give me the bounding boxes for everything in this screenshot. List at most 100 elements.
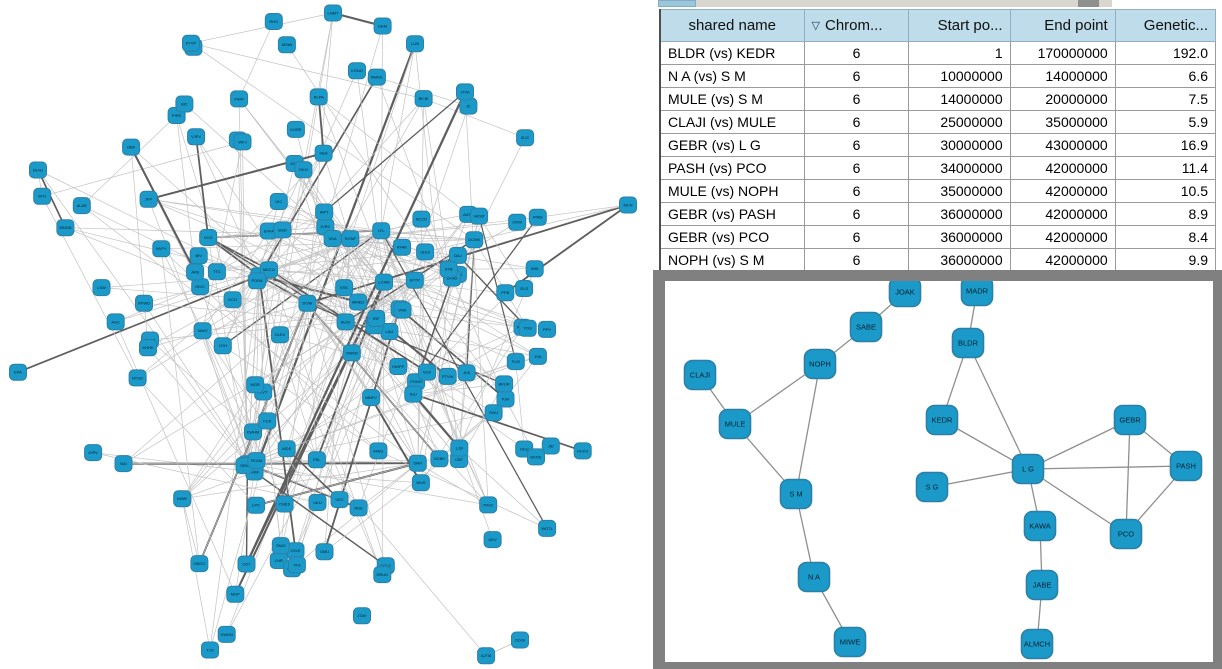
network-node[interactable]: JFP [139,190,158,208]
table-scrollbar[interactable] [658,0,1112,7]
network-node[interactable]: UKV [483,531,502,549]
network-node[interactable]: OMU [315,543,334,561]
network-node[interactable]: MCN [619,196,637,214]
network-node[interactable]: IPMS [528,208,547,226]
column-header-chrom[interactable]: ▽ Chrom... [803,9,910,42]
network-node-pash[interactable]: PASH [1169,450,1203,482]
network-node[interactable]: DRH [408,454,427,472]
network-node[interactable]: ESK [335,279,354,297]
network-node[interactable]: BGD [273,221,292,239]
network-node-kedr[interactable]: KEDR [925,404,959,436]
network-edge[interactable] [1027,468,1127,535]
network-node[interactable]: KKVD [527,448,545,466]
network-node[interactable]: BLNJ [29,161,47,179]
network-node[interactable]: KTVP [182,34,200,52]
network-node[interactable]: AGC [106,313,125,331]
network-node[interactable]: PPV [538,320,556,338]
network-node[interactable]: ALDE [72,197,91,215]
network-node[interactable]: WFJ [233,133,252,151]
network-node[interactable]: JII [459,97,478,115]
network-node-sabe[interactable]: SABE [849,311,883,343]
network-node[interactable]: WUS [411,474,430,492]
network-node[interactable]: DWDN [217,625,236,643]
column-header-end-point[interactable]: End point [1009,9,1116,42]
network-node-madr[interactable]: MADR [960,281,994,307]
network-node[interactable]: LJG [450,439,469,457]
network-node[interactable]: MSMI [277,36,296,54]
network-node[interactable]: VCG [199,229,218,246]
network-node[interactable]: NTGD [128,369,147,387]
column-header-start-po[interactable]: Start po... [908,9,1011,42]
network-node[interactable]: HEA [314,144,333,162]
network-node[interactable]: MOP [226,585,245,603]
network-node[interactable]: NCCD [412,210,431,228]
network-node[interactable]: GKIC [191,278,210,296]
network-node[interactable]: IKJC [516,129,535,147]
network-node[interactable]: TRSC [479,496,498,514]
network-node[interactable]: NVFV [152,240,171,258]
network-node[interactable]: WNDB [56,219,75,237]
network-node[interactable]: TFS [287,556,306,574]
network-node[interactable]: LSW [92,279,111,297]
network-node[interactable]: JLB [457,364,476,382]
network-node[interactable]: ECH [223,291,242,309]
network-node[interactable]: MMFV [362,389,381,406]
network-node[interactable]: KORE [286,120,305,138]
network-node-mule[interactable]: MULE [718,408,752,440]
table-row[interactable]: GEBR (vs) L G 6 30000000 43000000 16.9 [659,133,1217,157]
network-node[interactable]: UKU [308,494,327,511]
network-node[interactable]: LTIH [213,337,232,355]
network-node[interactable]: RLPA [309,88,328,106]
network-node[interactable]: RWJ [484,404,503,422]
network-node-l-g[interactable]: L G [1011,453,1045,485]
network-node[interactable]: VAHJ [193,322,212,340]
network-node-pco[interactable]: PCO [1109,518,1143,550]
network-node[interactable]: OBF [122,138,141,156]
table-row[interactable]: GEBR (vs) PASH 6 36000000 42000000 8.9 [659,202,1217,226]
network-node[interactable]: EPA [9,363,27,381]
table-row[interactable]: NOPH (vs) S M 6 36000000 42000000 9.9 [659,248,1217,272]
network-node-noph[interactable]: NOPH [803,348,837,380]
network-node[interactable]: LNMT [324,4,342,22]
network-node[interactable]: GLS [515,280,534,297]
network-node[interactable]: VUS [418,363,436,381]
network-node[interactable]: LCMN [375,273,393,291]
network-node[interactable]: EFTP [405,271,424,289]
network-node[interactable]: TJO [201,641,219,659]
network-node[interactable]: UIC [269,193,288,210]
network-node[interactable]: DCNN [465,231,484,249]
table-row[interactable]: BLDR (vs) KEDR 6 1 170000000 192.0 [659,41,1217,65]
network-node[interactable]: HWPP [389,358,408,375]
network-node-kawa[interactable]: KAWA [1023,510,1057,542]
network-node[interactable]: LPC [247,496,266,514]
network-node[interactable]: MDS [277,440,296,458]
network-node[interactable]: VNK [393,301,412,319]
network-edge[interactable] [967,342,1029,470]
network-node[interactable]: OLEV [271,326,289,344]
network-node[interactable]: AFB [186,263,205,281]
large-network-canvas[interactable]: LNMTBLNJTJODDGIMCNRGNFDRHTTILFLJNWRJRDCN… [0,0,652,669]
network-node[interactable]: OWED [342,344,361,362]
scrollbar-thumb[interactable] [1078,0,1099,7]
network-node[interactable]: AJTM [477,647,496,665]
network-node[interactable]: PTVW [438,367,457,385]
network-node[interactable]: BKUR [495,375,514,393]
network-node[interactable]: TTC [207,263,226,281]
network-node[interactable]: MWU [369,442,388,460]
network-node-n-a[interactable]: N A [797,561,831,593]
network-node[interactable]: RHO [264,13,283,30]
table-row[interactable]: MULE (vs) NOPH 6 35000000 42000000 10.5 [659,179,1217,203]
network-node[interactable]: LUN [406,35,424,53]
table-row[interactable]: GEBR (vs) PCO 6 36000000 42000000 8.4 [659,225,1217,249]
network-node[interactable]: PDRA [248,272,267,290]
network-node[interactable]: JSA [528,347,547,365]
network-node-bldr[interactable]: BLDR [951,327,985,359]
network-node[interactable]: OIRV [84,444,103,462]
network-node[interactable]: PPB [496,284,515,302]
network-node[interactable]: JTAV [353,607,371,625]
network-node[interactable]: RGNF [341,230,360,248]
network-node[interactable]: JTVK [456,83,474,101]
network-node[interactable]: KFAK [393,238,411,256]
network-node[interactable]: NAI [114,455,133,473]
network-node[interactable]: DDGI [511,631,529,649]
